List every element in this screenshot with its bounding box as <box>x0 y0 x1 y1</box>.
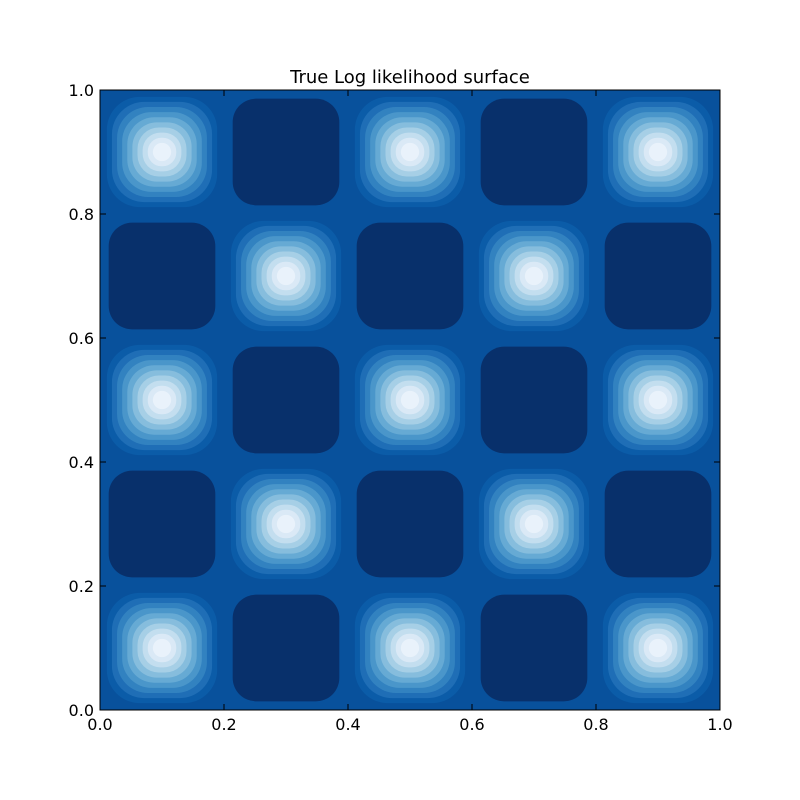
trough-2 <box>108 470 216 578</box>
peak-6-band-9 <box>400 390 420 410</box>
plot-frame <box>99 89 721 711</box>
y-tick-label: 0.2 <box>69 577 94 596</box>
y-axis: 0.0 0.2 0.4 0.6 0.8 1.0 <box>69 81 720 720</box>
x-tick-label: 1.0 <box>707 715 732 734</box>
x-tick-label: 0.0 <box>87 715 112 734</box>
trough-0 <box>232 594 340 702</box>
y-tick-label: 0.6 <box>69 329 94 348</box>
peak-1-band-9 <box>400 638 420 658</box>
peak-10-band-9 <box>152 142 172 162</box>
peak-0-band-9 <box>152 638 172 658</box>
peak-7 <box>602 344 714 456</box>
peak-9 <box>478 220 590 332</box>
y-tick-label: 0.8 <box>69 205 94 224</box>
trough-8 <box>356 222 464 330</box>
x-tick-label: 0.6 <box>459 715 484 734</box>
peak-6 <box>354 344 466 456</box>
peak-10 <box>106 96 218 208</box>
peak-11-band-9 <box>400 142 420 162</box>
trough-7 <box>108 222 216 330</box>
trough-regions <box>108 98 712 702</box>
peak-5-band-9 <box>152 390 172 410</box>
peak-3-band-9 <box>276 514 296 534</box>
trough-3 <box>356 470 464 578</box>
peak-0 <box>106 592 218 704</box>
peak-1 <box>354 592 466 704</box>
peak-8-band-9 <box>276 266 296 286</box>
peak-5 <box>106 344 218 456</box>
peak-2-band-9 <box>648 638 668 658</box>
peak-7-band-9 <box>648 390 668 410</box>
trough-4 <box>604 470 712 578</box>
peak-11 <box>354 96 466 208</box>
peak-3 <box>230 468 342 580</box>
chart-title: True Log likelihood surface <box>289 67 530 88</box>
peak-2 <box>602 592 714 704</box>
trough-1 <box>480 594 588 702</box>
trough-9 <box>604 222 712 330</box>
peak-regions <box>106 96 714 704</box>
y-tick-label: 1.0 <box>69 81 94 100</box>
x-axis: 0.0 0.2 0.4 0.6 0.8 1.0 <box>87 90 733 734</box>
trough-11 <box>480 98 588 206</box>
peak-4-band-9 <box>524 514 544 534</box>
peak-4 <box>478 468 590 580</box>
peak-12-band-9 <box>648 142 668 162</box>
trough-10 <box>232 98 340 206</box>
trough-6 <box>480 346 588 454</box>
peak-9-band-9 <box>524 266 544 286</box>
peak-8 <box>230 220 342 332</box>
trough-5 <box>232 346 340 454</box>
x-tick-label: 0.2 <box>211 715 236 734</box>
x-tick-label: 0.8 <box>583 715 608 734</box>
y-tick-label: 0.4 <box>69 453 94 472</box>
peak-12 <box>602 96 714 208</box>
x-tick-label: 0.4 <box>335 715 360 734</box>
y-tick-label: 0.0 <box>69 701 94 720</box>
